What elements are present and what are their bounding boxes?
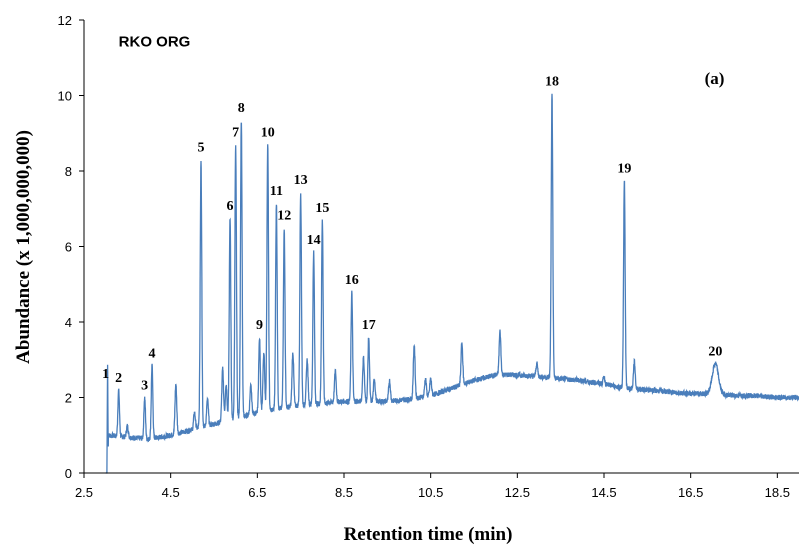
x-tick-label: 8.5	[335, 485, 353, 500]
y-tick-label: 2	[65, 391, 72, 406]
peak-label-7: 7	[232, 126, 239, 141]
x-tick-label: 10.5	[418, 485, 443, 500]
x-tick-label: 2.5	[75, 485, 93, 500]
y-axis-title: Abundance (x 1,000,000,000)	[13, 130, 34, 364]
y-tick-label: 6	[65, 240, 72, 255]
y-tick-label: 4	[65, 315, 72, 330]
x-ticks: 2.5 4.5 6.5 8.5 10.5 12.5 14.5 16.5 18.5	[75, 473, 790, 500]
panel-label: (a)	[705, 69, 725, 88]
peak-label-19: 19	[617, 161, 631, 176]
peak-label-5: 5	[198, 141, 205, 156]
axes	[83, 20, 799, 474]
chromatogram-line	[105, 93, 799, 474]
peak-label-16: 16	[345, 273, 359, 288]
peak-label-14: 14	[307, 233, 321, 248]
sample-label: RKO ORG	[119, 33, 191, 50]
peak-label-1: 1	[102, 367, 109, 382]
x-tick-label: 18.5	[765, 485, 790, 500]
peak-label-15: 15	[315, 201, 329, 216]
x-tick-label: 12.5	[505, 485, 530, 500]
peak-label-20: 20	[708, 345, 722, 360]
peak-label-10: 10	[261, 126, 275, 141]
peak-label-18: 18	[545, 75, 559, 90]
peak-label-2: 2	[115, 371, 122, 386]
peak-label-9: 9	[256, 318, 263, 333]
peak-label-13: 13	[294, 173, 308, 188]
peak-label-12: 12	[277, 209, 291, 224]
peak-label-17: 17	[362, 318, 376, 333]
plot-area	[105, 93, 799, 474]
y-tick-label: 0	[65, 466, 72, 481]
y-tick-label: 10	[58, 89, 72, 104]
x-tick-label: 16.5	[678, 485, 703, 500]
peak-label-11: 11	[270, 184, 283, 199]
peak-label-4: 4	[149, 346, 156, 361]
y-tick-label: 12	[58, 13, 72, 28]
peak-label-3: 3	[141, 379, 148, 394]
x-tick-label: 14.5	[591, 485, 616, 500]
x-tick-label: 4.5	[162, 485, 180, 500]
x-axis-title: Retention time (min)	[344, 524, 513, 545]
y-tick-label: 8	[65, 164, 72, 179]
peak-label-6: 6	[227, 199, 234, 214]
peak-label-8: 8	[238, 101, 245, 116]
y-ticks: 0 2 4 6 8 10 12	[58, 13, 84, 481]
x-tick-label: 6.5	[248, 485, 266, 500]
